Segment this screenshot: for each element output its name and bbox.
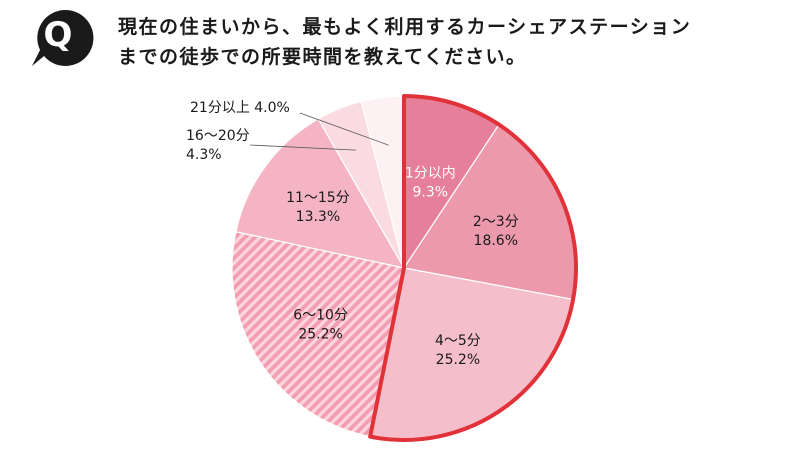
highlight-outline	[368, 94, 578, 442]
leader-line	[299, 112, 389, 146]
pie-slice	[231, 231, 405, 438]
slice-label: 21分以上 4.0%	[190, 100, 290, 116]
slice-value: 13.3%	[296, 209, 340, 225]
pie-slice	[235, 118, 406, 269]
slice-label: 2〜3分	[473, 214, 519, 230]
slice-label: 4〜5分	[435, 333, 481, 349]
question-badge-letter: Q	[43, 15, 73, 55]
leader-line	[249, 144, 357, 151]
question-text: 現在の住まいから、最もよく利用するカーシェアステーション までの徒歩での所要時間…	[118, 12, 768, 72]
slice-value: 25.2%	[298, 327, 342, 343]
slice-value: 4.3%	[186, 147, 222, 163]
slice-label: 11〜15分	[286, 190, 350, 206]
slice-label: 1分以内	[405, 166, 456, 182]
question-badge-icon	[32, 9, 94, 67]
slice-value: 25.2%	[436, 352, 480, 368]
slice-value: 9.3%	[413, 185, 449, 201]
question-line-1: 現在の住まいから、最もよく利用するカーシェアステーション	[118, 16, 692, 38]
slice-label: 6〜10分	[293, 308, 348, 324]
slice-value: 18.6%	[474, 233, 518, 249]
question-line-2: までの徒歩での所要時間を教えてください。	[118, 46, 527, 68]
slice-label: 16〜20分	[186, 128, 250, 144]
